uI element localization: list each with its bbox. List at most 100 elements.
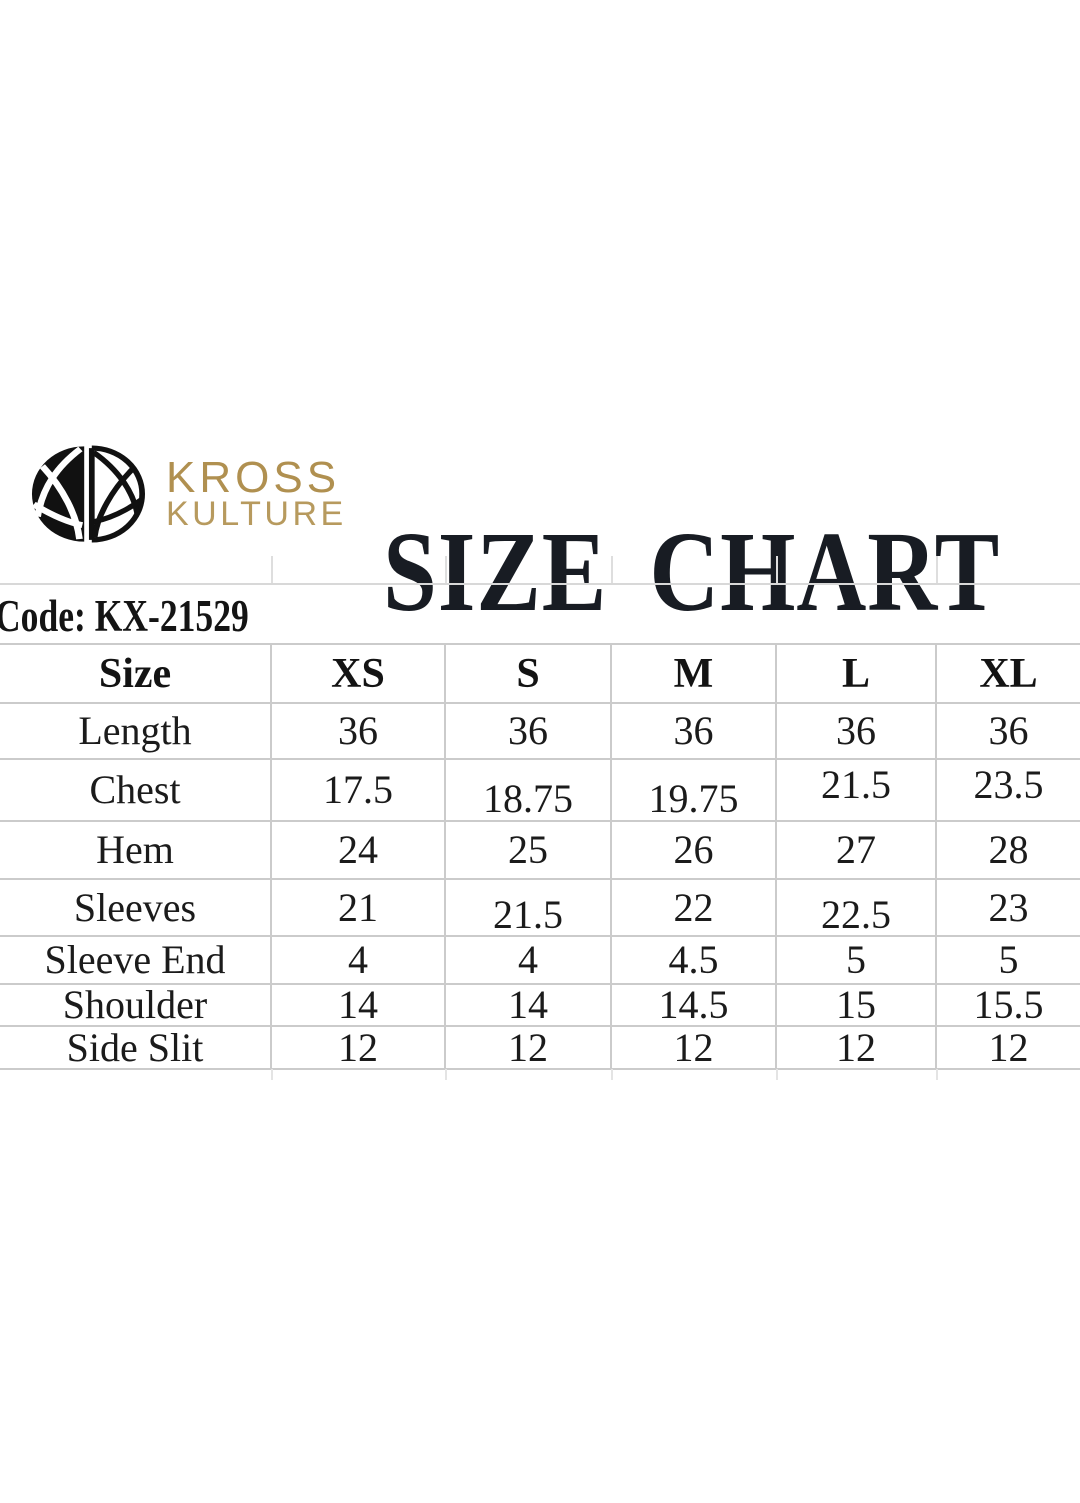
length-xs-cell: 36 <box>270 702 446 760</box>
grid-stub <box>271 1069 273 1080</box>
hem-l-value: 27 <box>836 827 876 872</box>
shoulder-s-cell: 14 <box>444 982 612 1027</box>
length-l-value: 36 <box>836 708 876 753</box>
table-row-sleeves: Sleeves 21 21.5 22 22.5 23 <box>0 878 1080 937</box>
sleeves-l-value: 22.5 <box>821 891 891 937</box>
table-row-hem: Hem 24 25 26 27 28 <box>0 820 1080 880</box>
row-label-length: Length <box>0 702 272 760</box>
size-table: Size XS S M L XL Length 36 36 36 36 36 C… <box>0 643 1080 1070</box>
sleeves-xl-cell: 23 <box>935 878 1080 937</box>
grid-line-horizontal <box>0 583 1080 585</box>
table-row-sleeve-end: Sleeve End 4 4 4.5 5 5 <box>0 935 1080 985</box>
side-slit-xs-value: 12 <box>338 1024 378 1070</box>
chest-l-value: 21.5 <box>821 762 891 807</box>
sleeve-end-xs-value: 4 <box>348 937 368 982</box>
grid-stub <box>445 556 447 583</box>
sleeve-end-xl-value: 5 <box>998 937 1019 982</box>
page-title: SIZE CHART <box>383 508 1001 636</box>
sleeve-end-xl-cell: 5 <box>935 935 1080 985</box>
grid-stub <box>776 1069 778 1080</box>
hem-l-cell: 27 <box>775 820 937 880</box>
side-slit-s-cell: 12 <box>444 1024 612 1070</box>
sleeve-end-s-value: 4 <box>518 937 538 982</box>
chest-xs-cell: 17.5 <box>270 758 446 822</box>
length-m-cell: 36 <box>610 702 777 760</box>
grid-stub <box>611 1069 613 1080</box>
table-row-length: Length 36 36 36 36 36 <box>0 702 1080 760</box>
sleeves-s-value: 21.5 <box>493 891 563 937</box>
table-row-chest: Chest 17.5 18.75 19.75 21.5 23.5 <box>0 758 1080 822</box>
col-header-xs: XS <box>270 643 446 704</box>
sleeve-end-m-cell: 4.5 <box>610 935 777 985</box>
length-xl-value: 36 <box>988 708 1029 753</box>
row-label-chest: Chest <box>0 758 272 822</box>
chest-m-value: 19.75 <box>648 776 739 821</box>
col-header-size: Size <box>0 643 272 704</box>
chest-xs-value: 17.5 <box>323 767 393 812</box>
sleeves-m-value: 22 <box>673 884 714 930</box>
side-slit-l-value: 12 <box>836 1024 876 1070</box>
hem-m-cell: 26 <box>610 820 777 880</box>
side-slit-xl-cell: 12 <box>935 1024 1080 1070</box>
sleeve-end-l-cell: 5 <box>775 935 937 985</box>
shoulder-l-cell: 15 <box>775 982 937 1027</box>
hem-m-value: 26 <box>673 827 714 872</box>
sleeve-end-m-value: 4.5 <box>668 937 719 982</box>
sleeves-l-cell: 22.5 <box>775 878 937 937</box>
chest-s-value: 18.75 <box>483 776 573 821</box>
col-header-xl: XL <box>935 643 1080 704</box>
row-label-side-slit: Side Slit <box>0 1025 272 1070</box>
hem-s-cell: 25 <box>444 820 612 880</box>
shoulder-s-value: 14 <box>508 982 548 1027</box>
grid-stub <box>271 556 273 583</box>
grid-stub <box>445 1069 447 1080</box>
side-slit-m-value: 12 <box>673 1024 714 1070</box>
sleeve-end-s-cell: 4 <box>444 935 612 985</box>
length-m-value: 36 <box>673 708 714 753</box>
table-row-side-slit: Side Slit 12 12 12 12 12 <box>0 1024 1080 1070</box>
row-label-sleeves: Sleeves <box>0 878 272 937</box>
shoulder-m-cell: 14.5 <box>610 983 777 1027</box>
sleeve-end-xs-cell: 4 <box>270 935 446 985</box>
sleeves-xl-value: 23 <box>988 884 1029 930</box>
col-header-m: M <box>610 643 777 704</box>
shoulder-l-value: 15 <box>836 982 876 1027</box>
kross-kulture-logo-icon <box>31 442 145 546</box>
shoulder-xl-value: 15.5 <box>973 982 1044 1027</box>
chest-l-cell: 21.5 <box>775 758 937 822</box>
side-slit-xs-cell: 12 <box>270 1024 446 1070</box>
side-slit-xl-value: 12 <box>988 1024 1029 1070</box>
product-code: Code: KX-21529 <box>0 591 249 641</box>
row-label-shoulder: Shoulder <box>0 983 272 1027</box>
chest-xl-cell: 23.5 <box>935 758 1080 822</box>
hem-xl-value: 28 <box>988 827 1029 872</box>
col-header-s: S <box>444 643 612 704</box>
length-xs-value: 36 <box>338 708 378 753</box>
chest-xl-value: 23.5 <box>973 762 1044 807</box>
side-slit-m-cell: 12 <box>610 1024 777 1070</box>
sleeves-s-cell: 21.5 <box>444 878 612 937</box>
hem-xs-value: 24 <box>338 827 378 872</box>
chest-s-cell: 18.75 <box>444 758 612 822</box>
grid-stub <box>936 1069 938 1080</box>
row-label-hem: Hem <box>0 820 272 880</box>
brand-name-top: KROSS <box>166 452 341 502</box>
shoulder-xs-cell: 14 <box>270 982 446 1027</box>
grid-stub <box>936 556 938 583</box>
hem-xl-cell: 28 <box>935 820 1080 880</box>
shoulder-xs-value: 14 <box>338 982 378 1027</box>
brand-wordmark: KROSS KULTURE <box>166 452 347 533</box>
sleeves-xs-cell: 21 <box>270 878 446 937</box>
length-s-value: 36 <box>508 708 548 753</box>
length-s-cell: 36 <box>444 702 612 760</box>
length-xl-cell: 36 <box>935 702 1080 760</box>
hem-xs-cell: 24 <box>270 820 446 880</box>
chest-m-cell: 19.75 <box>610 758 777 822</box>
sleeve-end-l-value: 5 <box>846 937 866 982</box>
brand-name-bottom: KULTURE <box>166 494 347 533</box>
hem-s-value: 25 <box>508 827 548 872</box>
length-l-cell: 36 <box>775 702 937 760</box>
side-slit-s-value: 12 <box>508 1024 548 1070</box>
shoulder-xl-cell: 15.5 <box>935 982 1080 1027</box>
